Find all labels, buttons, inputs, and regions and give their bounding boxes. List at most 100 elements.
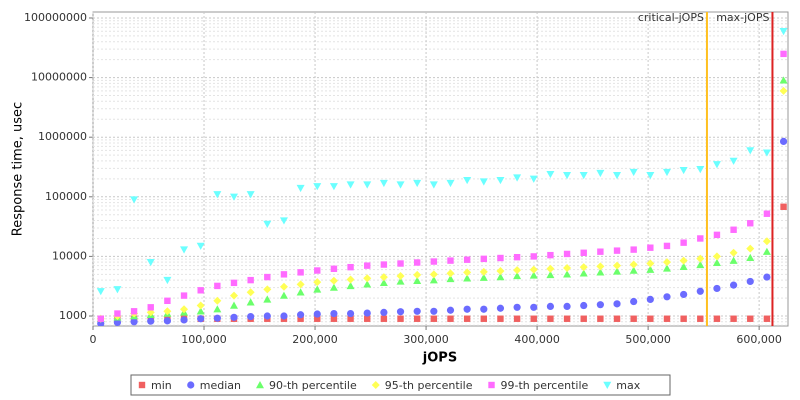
y-tick-label: 100000 [45, 190, 87, 203]
point [746, 253, 755, 261]
point [197, 287, 204, 294]
point [513, 271, 522, 280]
point [246, 191, 255, 199]
point [413, 270, 422, 279]
point [114, 310, 121, 317]
point [513, 315, 521, 322]
point [746, 277, 754, 286]
point [513, 303, 521, 311]
point [113, 286, 122, 294]
point [463, 315, 471, 322]
x-tick-label: 100,000 [181, 333, 227, 346]
legend-box [130, 374, 671, 396]
point [429, 276, 438, 284]
x-tick-label: 600,000 [736, 333, 782, 346]
legend-label: max [616, 379, 640, 392]
point [396, 271, 405, 280]
point [729, 157, 738, 165]
point [513, 266, 522, 275]
point [397, 315, 404, 322]
point [180, 246, 189, 254]
point [163, 307, 172, 316]
x-axis-title: jOPS [422, 351, 457, 366]
point [779, 137, 788, 146]
point [229, 301, 238, 309]
point [496, 176, 505, 185]
point [297, 315, 304, 322]
point [346, 275, 355, 284]
point [180, 316, 188, 324]
point [447, 257, 454, 264]
point [762, 237, 771, 246]
point [246, 288, 255, 297]
point [446, 274, 455, 283]
point [513, 174, 522, 182]
annotation-label: critical-jOPS [638, 11, 704, 24]
point [696, 166, 705, 174]
point [229, 291, 238, 300]
legend-marker [187, 381, 195, 389]
point [547, 251, 554, 259]
point [480, 255, 487, 263]
point [579, 269, 588, 277]
point [680, 315, 687, 322]
point [696, 260, 705, 269]
point [147, 304, 154, 311]
point [580, 249, 587, 256]
point [180, 305, 189, 314]
x-tick-label: 200,000 [292, 333, 338, 346]
point [397, 260, 404, 267]
point [496, 273, 505, 281]
point [697, 235, 704, 242]
point [279, 217, 288, 225]
point [396, 277, 405, 285]
point [596, 301, 604, 309]
point [662, 258, 671, 267]
y-tick-label: 10000000 [31, 71, 87, 84]
point [630, 246, 637, 253]
point [379, 278, 388, 287]
x-tick-label: 400,000 [514, 333, 560, 346]
point [247, 276, 254, 284]
point [530, 253, 537, 260]
legend-marker [603, 381, 612, 389]
x-tick-label: 300,000 [403, 333, 449, 346]
point [613, 247, 621, 254]
point [546, 264, 555, 273]
point [713, 315, 721, 322]
point [213, 314, 221, 322]
point [597, 248, 604, 255]
point [629, 266, 638, 274]
point [563, 263, 572, 272]
point [463, 176, 472, 185]
point [547, 315, 554, 322]
point [130, 318, 138, 326]
point [196, 307, 205, 315]
point [746, 147, 755, 155]
point [713, 284, 721, 293]
y-axis-title: Response time, usec [11, 102, 26, 236]
legend-label: median [200, 379, 241, 392]
point [146, 258, 155, 267]
point [480, 315, 487, 322]
point [697, 315, 704, 322]
point [513, 253, 521, 261]
x-tick-label: 0 [90, 333, 97, 346]
point [563, 315, 571, 322]
point [663, 293, 671, 301]
point [380, 261, 388, 268]
point [413, 307, 421, 315]
point [729, 256, 738, 264]
point [430, 258, 438, 265]
point [729, 281, 738, 289]
point [396, 181, 405, 189]
point [213, 296, 222, 305]
point [364, 315, 371, 322]
point [579, 263, 588, 272]
point [613, 172, 622, 180]
point [163, 317, 171, 325]
point [679, 166, 688, 175]
point [396, 308, 405, 316]
point [446, 179, 455, 188]
